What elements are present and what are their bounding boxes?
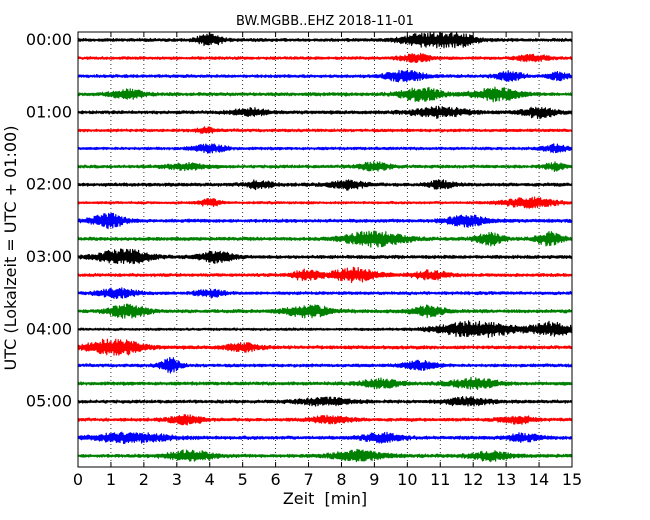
x-tick-label: 14	[529, 470, 549, 489]
x-tick-label: 6	[271, 470, 281, 489]
trace-0200	[77, 179, 573, 191]
x-tick-label: 3	[172, 470, 182, 489]
trace-0115	[77, 126, 573, 134]
y-tick-label: 03:00	[26, 247, 72, 266]
x-tick-label: 10	[397, 470, 417, 489]
x-tick-label: 5	[238, 470, 248, 489]
y-tick-label: 04:00	[26, 319, 72, 338]
trace-0315	[77, 266, 573, 284]
trace-0145	[77, 161, 573, 172]
trace-0500	[77, 396, 573, 407]
trace-0045	[77, 86, 573, 103]
plot-frame	[78, 32, 572, 467]
y-tick-label: 05:00	[26, 392, 72, 411]
trace-0130	[77, 143, 573, 154]
trace-0430	[77, 356, 573, 374]
trace-0245	[77, 230, 573, 248]
x-tick-label: 9	[369, 470, 379, 489]
trace-0400	[77, 320, 573, 338]
trace-0445	[77, 376, 573, 390]
y-axis: 00:00 01:00 02:00 03:00 04:00 05:00	[26, 30, 572, 411]
trace-0330	[77, 287, 573, 299]
trace-group	[77, 31, 573, 463]
trace-0300	[77, 248, 573, 265]
trace-0100	[77, 105, 573, 120]
y-tick-label: 01:00	[26, 102, 72, 121]
x-tick-label: 4	[205, 470, 215, 489]
trace-0000	[77, 31, 573, 49]
trace-0230	[77, 212, 573, 230]
x-tick-label: 11	[430, 470, 450, 489]
trace-0545	[77, 448, 573, 463]
trace-0345	[77, 303, 573, 319]
x-tick-label: 13	[496, 470, 516, 489]
y-tick-label: 00:00	[26, 30, 72, 49]
y-tick-label: 02:00	[26, 175, 72, 194]
x-tick-label: 0	[73, 470, 83, 489]
x-tick-label: 15	[562, 470, 582, 489]
trace-0415	[77, 338, 573, 356]
trace-0215	[77, 196, 573, 209]
x-tick-label: 2	[139, 470, 149, 489]
x-tick-label: 1	[106, 470, 116, 489]
plot-border	[77, 31, 573, 468]
chart-title: BW.MGBB..EHZ 2018-11-01	[236, 14, 414, 29]
x-tick-label: 12	[463, 470, 483, 489]
trace-0030	[77, 69, 573, 83]
grid-lines	[110, 32, 540, 467]
y-axis-label: UTC (Lokalzeit = UTC + 01:00)	[1, 126, 20, 371]
trace-0515	[77, 414, 573, 426]
x-axis: 0 1 2 3 4 5 6 7 8 9 10 11 12 13 14 15	[73, 32, 582, 489]
x-tick-label: 7	[303, 470, 313, 489]
trace-0015	[77, 52, 573, 64]
x-tick-label: 8	[336, 470, 346, 489]
trace-0530	[77, 431, 573, 445]
x-axis-label: Zeit [min]	[283, 489, 367, 508]
